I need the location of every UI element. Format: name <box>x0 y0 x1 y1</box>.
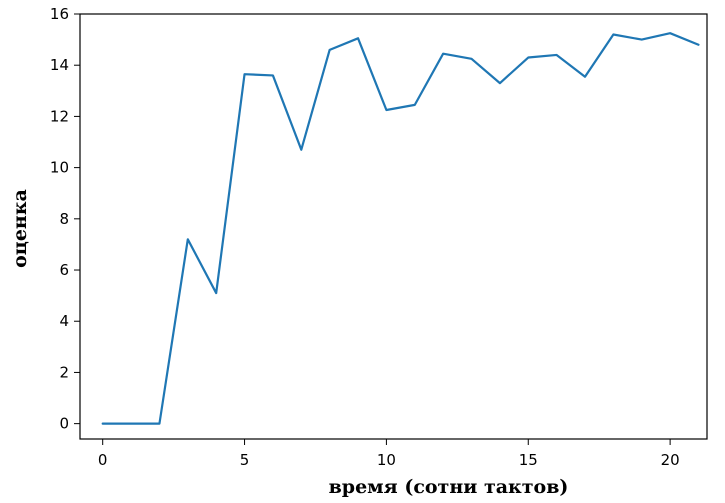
x-tick-label: 15 <box>519 451 538 469</box>
x-tick-label: 0 <box>98 451 108 469</box>
y-tick-label: 16 <box>50 5 69 23</box>
y-tick-label: 8 <box>59 210 69 228</box>
series <box>101 32 700 425</box>
x-tick-label: 5 <box>240 451 250 469</box>
y-tick-label: 14 <box>50 56 69 74</box>
y-tick-label: 10 <box>50 159 69 177</box>
y-tick-label: 0 <box>59 415 69 433</box>
y-tick-label: 12 <box>50 107 69 125</box>
x-tick-label: 10 <box>377 451 396 469</box>
x-tick-label: 20 <box>661 451 680 469</box>
x-axis-title: время (сотни тактов) <box>329 476 569 498</box>
y-tick-label: 4 <box>59 312 69 330</box>
plot-frame <box>79 13 708 440</box>
y-tick-label: 2 <box>59 363 69 381</box>
y-tick-label: 6 <box>59 261 69 279</box>
series-line <box>101 32 700 425</box>
y-axis-title: оценка <box>9 189 31 268</box>
ticks: 0 5 10 15 20 0 2 4 6 8 10 12 14 16 <box>50 5 680 469</box>
axes <box>79 13 708 440</box>
